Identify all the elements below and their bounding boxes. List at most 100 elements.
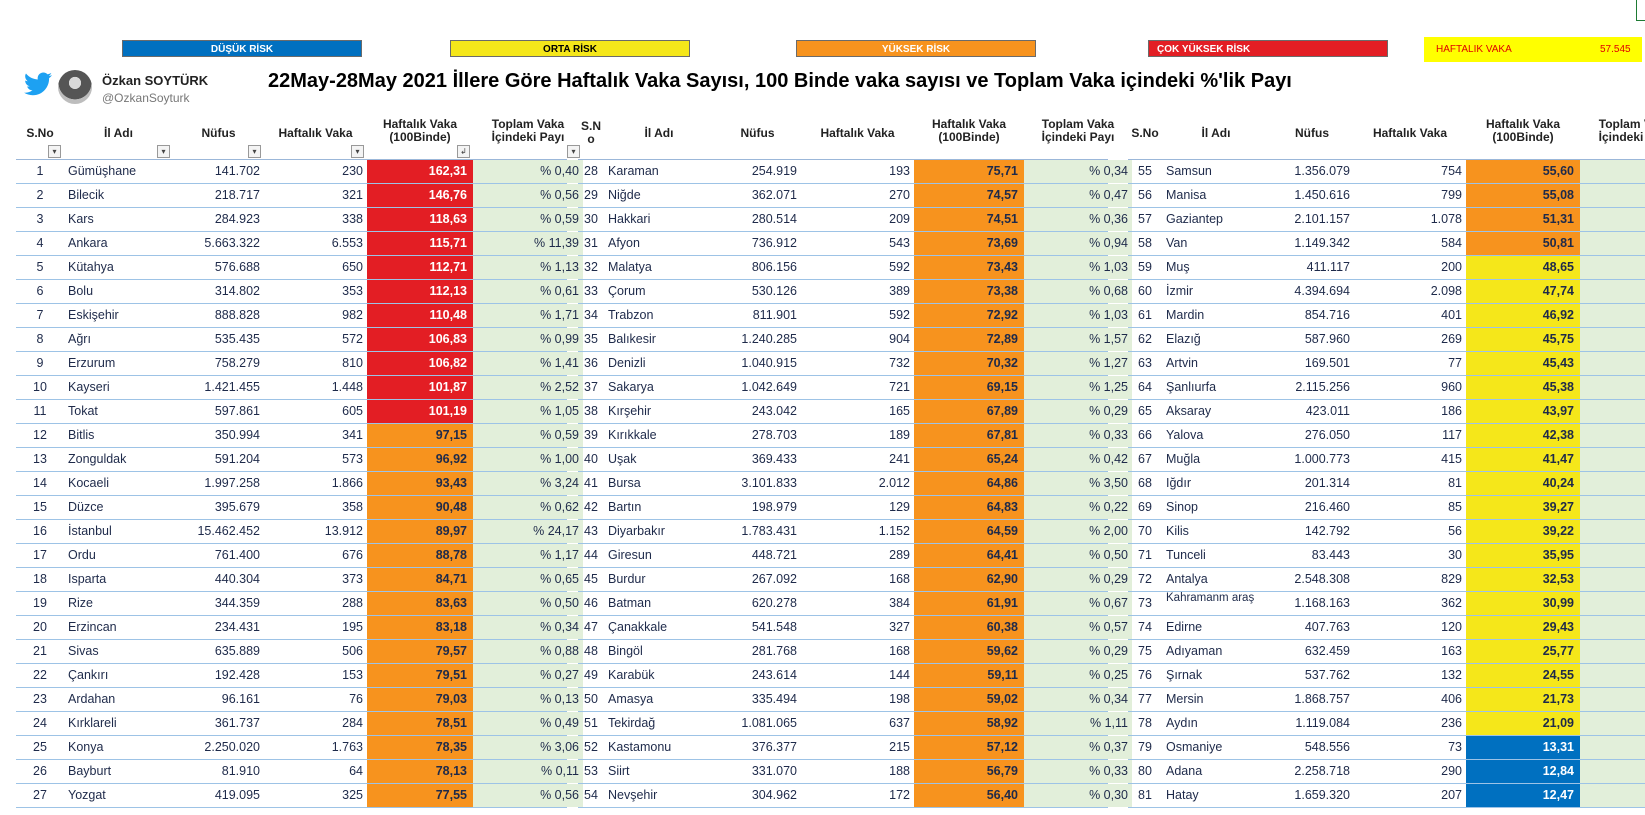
- filter-dropdown-nufus[interactable]: ▾: [248, 145, 261, 158]
- cell-nufus: 3.101.833: [741, 476, 797, 490]
- cell-rate: 62,90: [914, 568, 1024, 591]
- cell-vaka: 269: [1441, 332, 1462, 346]
- cell-il: Denizli: [608, 356, 646, 370]
- cell-vaka: 290: [1441, 764, 1462, 778]
- table-row: 54 Nevşehir 304.962 172 56,40% 0,30: [578, 784, 1132, 808]
- cell-vaka: 732: [889, 356, 910, 370]
- filter-dropdown-pct[interactable]: ▾: [567, 145, 580, 158]
- cell-nufus: 2.258.718: [1294, 764, 1350, 778]
- table-row: 65 Aksaray 423.011 186 43,97% 0,32: [1128, 400, 1645, 424]
- cell-vaka: 163: [1441, 644, 1462, 658]
- cell-nufus: 530.126: [751, 284, 797, 298]
- cell-sno: 52: [584, 740, 598, 754]
- cell-il: Muş: [1166, 260, 1190, 274]
- cell-il: Bursa: [608, 476, 641, 490]
- cell-vaka: 543: [889, 236, 910, 250]
- cell-il: Adıyaman: [1166, 644, 1223, 658]
- cell-sno: 26: [33, 764, 47, 778]
- cell-vaka: 341: [342, 428, 363, 442]
- cell-nufus: 1.040.915: [741, 356, 797, 370]
- header-nufus: Nüfus: [1295, 125, 1329, 140]
- cell-vaka: 506: [342, 644, 363, 658]
- cell-pct: % 0,72: [1580, 448, 1645, 471]
- filter-dropdown-sno[interactable]: ▾: [48, 145, 61, 158]
- filter-dropdown-rate[interactable]: ↲: [457, 145, 470, 158]
- cell-pct: % 1,03: [1024, 256, 1132, 279]
- cell-sno: 69: [1138, 500, 1152, 514]
- cell-pct: % 0,65: [473, 568, 583, 591]
- table-row: 19 Rize 344.359 288 83,63% 0,50: [16, 592, 583, 616]
- cell-pct: % 0,41: [1580, 712, 1645, 735]
- cell-vaka: 810: [342, 356, 363, 370]
- cell-vaka: 573: [342, 452, 363, 466]
- table-right: S.No İl Adı Nüfus Haftalık Vaka Haftalık Vak…: [1128, 110, 1645, 808]
- cell-vaka: 321: [342, 188, 363, 202]
- table-row: 32 Malatya 806.156 592 73,43% 1,03: [578, 256, 1132, 280]
- table-row: 33 Çorum 530.126 389 73,38% 0,68: [578, 280, 1132, 304]
- cell-il: Yalova: [1166, 428, 1204, 442]
- filter-dropdown-vaka[interactable]: ▾: [351, 145, 364, 158]
- table-row: 17 Ordu 761.400 676 88,78% 1,17: [16, 544, 583, 568]
- header-rate: Haftalık Vaka (100Binde): [382, 117, 458, 144]
- cell-il: Afyon: [608, 236, 640, 250]
- cell-pct: % 3,50: [1024, 472, 1132, 495]
- cell-il: Erzurum: [68, 356, 116, 370]
- cell-rate: 25,77: [1466, 640, 1580, 663]
- cell-pct: % 0,99: [473, 328, 583, 351]
- cell-rate: 72,92: [914, 304, 1024, 327]
- cell-il: Gümüşhane: [68, 164, 137, 178]
- cell-sno: 80: [1138, 764, 1152, 778]
- cell-pct: % 1,00: [473, 448, 583, 471]
- cell-il: Çanakkale: [608, 620, 668, 634]
- cell-nufus: 1.997.258: [204, 476, 260, 490]
- cell-rate: 64,41: [914, 544, 1024, 567]
- cell-sno: 40: [584, 452, 598, 466]
- cell-il: Bolu: [68, 284, 94, 298]
- cell-vaka: 327: [889, 620, 910, 634]
- cell-pct: % 1,44: [1580, 568, 1645, 591]
- cell-pct: % 0,88: [473, 640, 583, 663]
- header-sno: S.N o: [580, 119, 601, 146]
- header-divider: [1128, 159, 1645, 160]
- cell-sno: 38: [584, 404, 598, 418]
- cell-vaka: 168: [889, 644, 910, 658]
- cell-vaka: 6.553: [331, 236, 363, 250]
- cell-pct: % 0,29: [1024, 400, 1132, 423]
- cell-nufus: 419.095: [214, 788, 260, 802]
- cell-il: Şanlıurfa: [1166, 380, 1217, 394]
- table-row: 60 İzmir 4.394.694 2.098 47,74% 3,65: [1128, 280, 1645, 304]
- weekly-cases-box: HAFTALIK VAKA 57.545: [1424, 37, 1642, 62]
- cell-pct: % 0,70: [1580, 304, 1645, 327]
- cell-il: Kırşehir: [608, 404, 652, 418]
- cell-vaka: 289: [889, 548, 910, 562]
- cell-vaka: 189: [889, 428, 910, 442]
- cell-rate: 39,27: [1466, 496, 1580, 519]
- table-row: 57 Gaziantep 2.101.157 1.078 51,31% 1,87: [1128, 208, 1645, 232]
- cell-nufus: 314.802: [214, 284, 260, 298]
- cell-nufus: 758.279: [214, 356, 260, 370]
- cell-pct: % 0,23: [1580, 664, 1645, 687]
- cell-sno: 11: [33, 404, 47, 418]
- cell-vaka: 676: [342, 548, 363, 562]
- cell-pct: % 0,94: [1024, 232, 1132, 255]
- cell-nufus: 141.702: [214, 164, 260, 178]
- cell-sno: 2: [36, 188, 44, 202]
- cell-il: Hatay: [1166, 788, 1199, 802]
- cell-pct: % 0,59: [473, 208, 583, 231]
- cell-nufus: 811.901: [752, 308, 797, 322]
- header-pct: Toplam Vaka İçindeki Payı: [1041, 117, 1115, 144]
- filter-dropdown-il[interactable]: ▾: [157, 145, 170, 158]
- cell-sno: 64: [1138, 380, 1152, 394]
- table-row: 14 Kocaeli 1.997.258 1.866 93,43% 3,24: [16, 472, 583, 496]
- cell-nufus: 407.763: [1304, 620, 1350, 634]
- cell-pct: % 0,05: [1580, 544, 1645, 567]
- cell-nufus: 254.919: [751, 164, 797, 178]
- cell-sno: 51: [584, 716, 598, 730]
- cell-nufus: 83.443: [1311, 548, 1350, 562]
- legend-low-risk: DÜŞÜK RİSK: [122, 40, 362, 57]
- table-row: 25 Konya 2.250.020 1.763 78,35% 3,06: [16, 736, 583, 760]
- table-row: 55 Samsun 1.356.079 754 55,60% 1,31: [1128, 160, 1645, 184]
- cell-pct: % 0,10: [1580, 520, 1645, 543]
- cell-il: Trabzon: [608, 308, 654, 322]
- cell-vaka: 584: [1441, 236, 1462, 250]
